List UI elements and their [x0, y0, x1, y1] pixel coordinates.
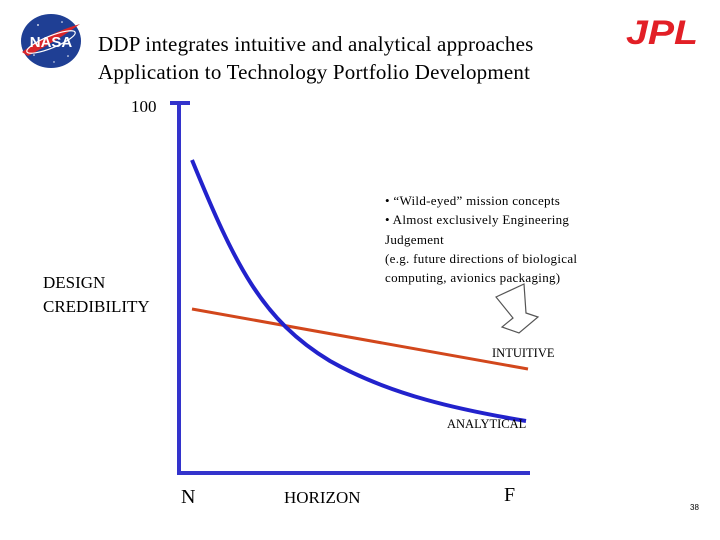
annotation-line-5: computing, avionics packaging): [385, 270, 561, 286]
y-axis-label-line1: DESIGN: [43, 273, 106, 292]
x-axis-label-f: F: [504, 484, 516, 506]
y-axis-max-label: 100: [131, 97, 157, 116]
slide-title-line1: DDP integrates intuitive and analytical …: [98, 32, 534, 56]
annotation-line-4: (e.g. future directions of biological: [385, 250, 578, 266]
page-number: 38: [690, 503, 699, 512]
x-axis-label-horizon: HORIZON: [284, 488, 361, 507]
annotation-line-2: • Almost exclusively Engineering: [385, 212, 570, 228]
y-axis-label-line2: CREDIBILITY: [43, 297, 150, 316]
analytical-label: ANALYTICAL: [447, 417, 527, 431]
jpl-logo-text: JPL: [626, 14, 698, 52]
nasa-logo-text: NASA: [30, 34, 73, 51]
annotation-line-1: • “Wild-eyed” mission concepts: [385, 193, 561, 208]
intuitive-label: INTUITIVE: [492, 346, 555, 360]
nasa-logo: NASA: [21, 14, 81, 68]
slide-title-line2: Application to Technology Portfolio Deve…: [98, 60, 531, 84]
analytical-curve: [190, 159, 527, 423]
annotation-line-3: Judgement: [385, 231, 445, 247]
jpl-logo: JPL: [626, 14, 698, 52]
intuitive-line: [191, 307, 529, 371]
x-axis-label-n: N: [181, 486, 196, 508]
annotation-text: • “Wild-eyed” mission concepts • Almost …: [385, 191, 577, 287]
callout-arrow: [495, 283, 540, 334]
